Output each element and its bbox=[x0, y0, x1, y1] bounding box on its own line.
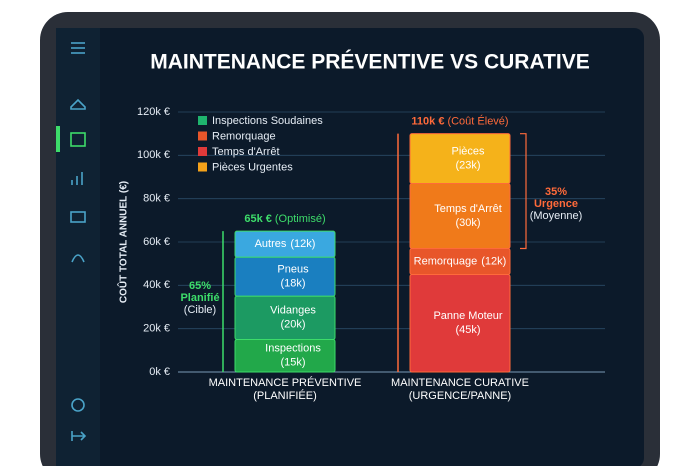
share-value: 35% bbox=[545, 186, 567, 198]
segment-name: Remorquage bbox=[414, 255, 478, 267]
share-text: (Moyenne) bbox=[530, 210, 583, 222]
segment-name: Temps d'Arrêt bbox=[434, 203, 502, 215]
x-tick-label: (URGENCE/PANNE) bbox=[409, 390, 511, 402]
y-tick-label: 60k € bbox=[143, 236, 170, 248]
stats-icon[interactable] bbox=[71, 172, 83, 185]
segment-value: (15k) bbox=[280, 357, 305, 369]
share-text: Planifié bbox=[180, 292, 219, 304]
legend-swatch bbox=[198, 131, 207, 141]
segment-name: Vidanges bbox=[270, 305, 316, 317]
total-value: 110k € bbox=[411, 116, 444, 128]
x-tick-label: (PLANIFIÉE) bbox=[253, 389, 317, 402]
y-tick-label: 20k € bbox=[143, 323, 170, 335]
users-icon[interactable] bbox=[71, 254, 85, 263]
y-tick-label: 40k € bbox=[143, 279, 170, 291]
sidebar bbox=[56, 28, 100, 468]
bar-segment bbox=[409, 133, 511, 185]
chart-title: MAINTENANCE PRÉVENTIVE VS CURATIVE bbox=[150, 51, 590, 74]
total-note: (Coût Élevé) bbox=[447, 115, 508, 128]
legend-label: Pièces Urgentes bbox=[212, 161, 293, 173]
total-note: (Optimisé) bbox=[275, 213, 326, 225]
segment-value: (18k) bbox=[280, 278, 305, 290]
legend-swatch bbox=[198, 147, 207, 156]
share-value: 65% bbox=[189, 280, 211, 292]
total-label: 110k € (Coût Élevé) bbox=[411, 115, 508, 128]
x-tick-label: MAINTENANCE PRÉVENTIVE bbox=[209, 376, 362, 389]
legend-label: Temps d'Arrêt bbox=[212, 146, 280, 158]
segment-name: Panne Moteur bbox=[433, 310, 502, 322]
segment-name: Autres bbox=[255, 238, 287, 250]
share-text: (Cible) bbox=[184, 304, 216, 316]
segment-value: (12k) bbox=[290, 238, 315, 250]
legend-label: Remorquage bbox=[212, 130, 276, 142]
segment-name: Pièces bbox=[451, 145, 485, 157]
legend-swatch bbox=[198, 116, 207, 125]
y-tick-label: 0k € bbox=[149, 366, 170, 378]
segment-value: (23k) bbox=[455, 159, 480, 171]
segment-label: Autres (12k) bbox=[255, 238, 316, 250]
y-tick-label: 80k € bbox=[143, 193, 170, 205]
segment-name: Pneus bbox=[277, 264, 309, 276]
segment-label: Remorquage (12k) bbox=[414, 255, 507, 267]
segment-value: (20k) bbox=[280, 319, 305, 331]
y-tick-label: 120k € bbox=[137, 106, 170, 118]
segment-value: (30k) bbox=[455, 217, 480, 229]
segment-value: (45k) bbox=[455, 324, 480, 336]
y-tick-label: 100k € bbox=[137, 149, 170, 161]
share-bracket bbox=[520, 133, 527, 250]
home-icon[interactable] bbox=[70, 98, 86, 110]
settings-icon[interactable] bbox=[71, 398, 85, 412]
legend-label: Inspections Soudaines bbox=[212, 115, 323, 127]
segment-value: (12k) bbox=[481, 255, 506, 267]
active-indicator bbox=[56, 126, 60, 152]
total-value: 65k € bbox=[244, 213, 272, 225]
calendar-icon[interactable] bbox=[70, 132, 86, 147]
menu-icon[interactable] bbox=[71, 42, 85, 54]
logout-icon[interactable] bbox=[71, 431, 87, 441]
x-tick-label: MAINTENANCE CURATIVE bbox=[391, 377, 529, 389]
segment-name: Inspections bbox=[265, 343, 321, 355]
legend-swatch bbox=[198, 162, 207, 172]
messages-icon[interactable] bbox=[70, 211, 86, 223]
share-text: Urgence bbox=[534, 198, 578, 210]
total-label: 65k € (Optimisé) bbox=[244, 213, 325, 225]
bar-segment bbox=[234, 230, 336, 258]
y-axis-label: COÛT TOTAL ANNUEL (€) bbox=[117, 181, 130, 303]
